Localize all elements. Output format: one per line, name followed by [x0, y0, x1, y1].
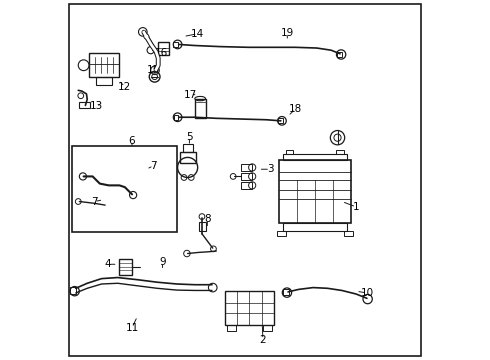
Bar	[72, 146, 177, 232]
Bar	[278, 118, 283, 123]
Bar	[183, 144, 193, 152]
Bar	[119, 259, 132, 275]
Bar	[225, 291, 274, 325]
Text: 7: 7	[150, 161, 157, 171]
Bar	[199, 222, 206, 231]
Bar	[180, 152, 196, 163]
Bar	[242, 164, 252, 171]
Text: 4: 4	[105, 259, 111, 269]
Bar	[173, 42, 178, 47]
Text: 10: 10	[360, 288, 373, 298]
Bar	[337, 52, 342, 57]
Text: 9: 9	[159, 257, 166, 267]
Text: 13: 13	[90, 102, 103, 112]
Bar	[337, 149, 343, 154]
Text: 12: 12	[118, 82, 131, 92]
Bar	[79, 102, 90, 108]
Text: 19: 19	[281, 28, 294, 38]
Bar	[96, 77, 112, 85]
Bar	[227, 325, 236, 330]
Bar	[283, 154, 347, 160]
Text: 1: 1	[353, 202, 360, 212]
Circle shape	[144, 34, 149, 39]
Bar	[286, 149, 294, 154]
Bar	[263, 325, 272, 330]
Bar	[283, 289, 289, 296]
Text: 5: 5	[186, 132, 193, 142]
Text: 16: 16	[155, 48, 169, 58]
Bar	[279, 160, 351, 223]
Text: 8: 8	[204, 215, 211, 224]
Text: 14: 14	[191, 29, 204, 39]
Bar	[242, 173, 252, 180]
Bar	[195, 99, 205, 118]
Bar	[283, 223, 347, 231]
Bar	[242, 182, 252, 189]
Text: 18: 18	[289, 104, 302, 114]
Bar	[277, 231, 286, 235]
Text: 3: 3	[267, 164, 273, 174]
Bar	[158, 41, 169, 55]
Bar	[70, 287, 76, 294]
Bar	[174, 115, 178, 120]
Text: 17: 17	[184, 90, 197, 100]
Text: 15: 15	[147, 64, 160, 75]
Text: 11: 11	[125, 323, 139, 333]
Bar	[343, 231, 353, 235]
Text: 2: 2	[260, 334, 266, 345]
Bar	[89, 53, 120, 77]
Text: 7: 7	[91, 197, 98, 207]
Text: 6: 6	[129, 136, 135, 145]
